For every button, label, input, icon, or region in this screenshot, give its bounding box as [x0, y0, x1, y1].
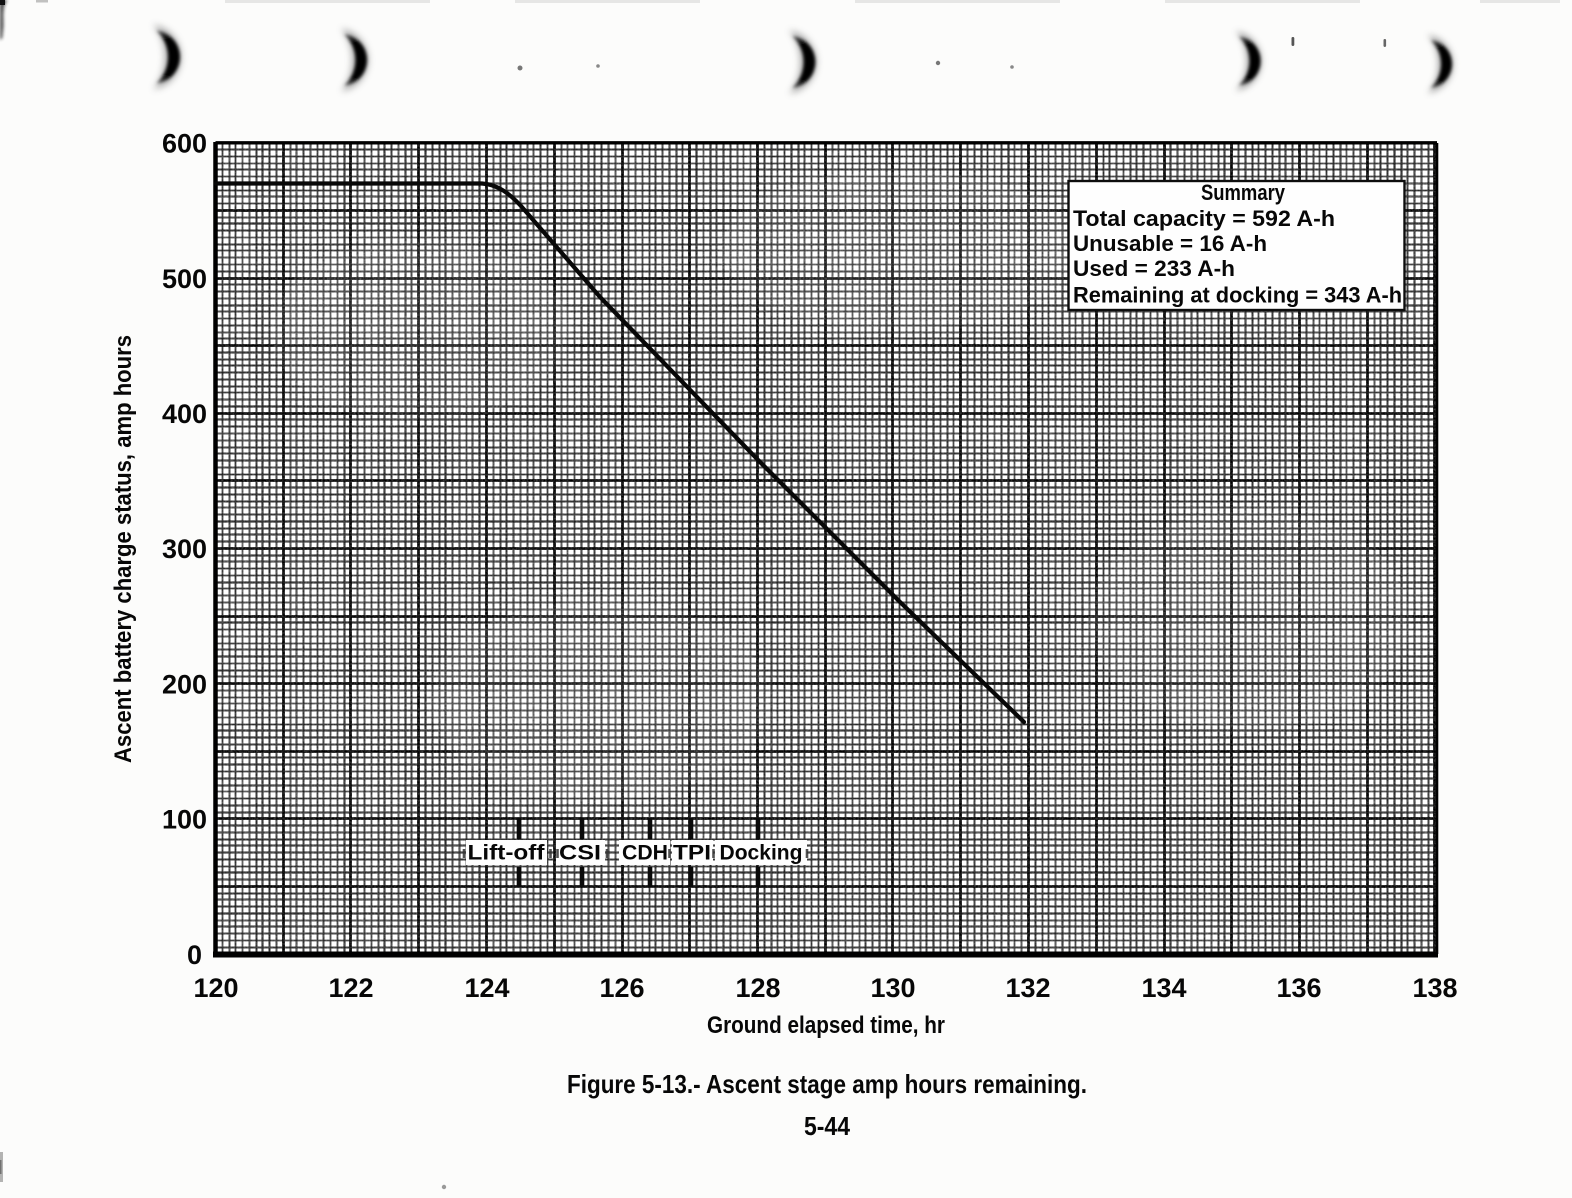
svg-text:500: 500	[162, 264, 207, 294]
svg-text:Ascent battery charge status,: Ascent battery charge status, amp hours	[110, 335, 137, 763]
svg-text:300: 300	[162, 534, 207, 564]
svg-text:TPI: TPI	[673, 841, 711, 865]
svg-text:120: 120	[193, 973, 238, 1003]
svg-text:100: 100	[162, 805, 207, 835]
svg-text:138: 138	[1412, 973, 1457, 1003]
svg-text:Unusable = 16 A-h: Unusable = 16 A-h	[1073, 231, 1267, 256]
svg-text:136: 136	[1276, 973, 1321, 1003]
svg-text:Used = 233 A-h: Used = 233 A-h	[1073, 256, 1235, 281]
svg-text:132: 132	[1005, 973, 1050, 1003]
svg-text:Docking: Docking	[720, 841, 803, 865]
svg-text:400: 400	[162, 399, 207, 429]
svg-text:128: 128	[735, 973, 780, 1003]
svg-text:5-44: 5-44	[804, 1111, 850, 1141]
svg-text:Ground elapsed time, hr: Ground elapsed time, hr	[707, 1012, 945, 1039]
svg-text:Lift-off: Lift-off	[468, 841, 546, 865]
svg-text:0: 0	[187, 940, 202, 970]
svg-text:CSI: CSI	[559, 841, 601, 865]
svg-text:CDH: CDH	[622, 841, 668, 865]
svg-text:200: 200	[162, 669, 207, 699]
svg-text:122: 122	[328, 973, 373, 1003]
svg-text:130: 130	[870, 973, 915, 1003]
svg-text:124: 124	[464, 973, 509, 1003]
svg-text:126: 126	[599, 973, 644, 1003]
svg-text:Summary: Summary	[1201, 180, 1286, 205]
svg-text:134: 134	[1141, 973, 1186, 1003]
svg-text:Total capacity = 592 A-h: Total capacity = 592 A-h	[1073, 206, 1335, 231]
svg-text:Figure 5-13.- Ascent stage amp: Figure 5-13.- Ascent stage amp hours rem…	[567, 1069, 1087, 1099]
svg-text:600: 600	[162, 129, 207, 159]
svg-text:Remaining at docking = 343 A-h: Remaining at docking = 343 A-h	[1073, 283, 1402, 308]
